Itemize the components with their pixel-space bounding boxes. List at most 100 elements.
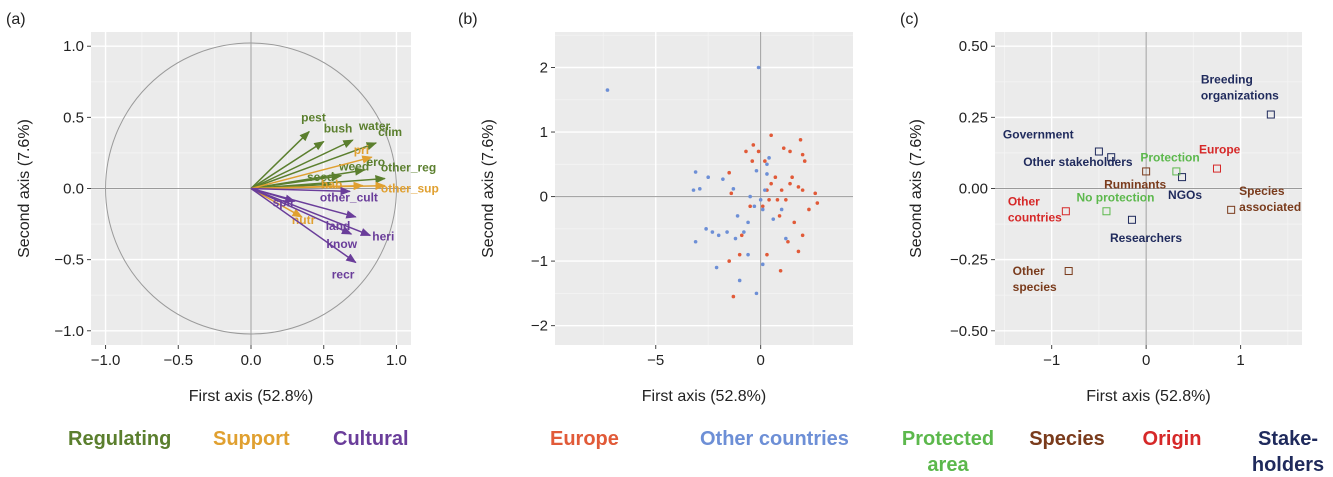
marker-stakeholders bbox=[1266, 110, 1275, 119]
point-europe bbox=[748, 204, 752, 209]
x-tick-label: 1.0 bbox=[386, 352, 407, 369]
point-other_countries bbox=[735, 214, 740, 218]
point-label-origin: countries bbox=[1008, 210, 1062, 224]
point-label-stakeholders: organizations bbox=[1201, 89, 1279, 103]
marker-species bbox=[1227, 205, 1236, 214]
point-other_countries bbox=[605, 88, 610, 92]
point-europe bbox=[744, 149, 748, 154]
point-other_countries bbox=[754, 291, 759, 296]
point-europe bbox=[765, 252, 769, 257]
legend-item-stakeholders: Stake- bbox=[1258, 428, 1318, 450]
marker-species bbox=[1142, 167, 1151, 176]
y-axis-label-b: Second axis (7.6%) bbox=[480, 119, 497, 258]
x-tick-label: −1.0 bbox=[91, 352, 121, 369]
point-other_countries bbox=[784, 236, 788, 241]
point-europe bbox=[777, 214, 782, 218]
vector-arrow-bush bbox=[250, 140, 325, 190]
legend-b: Europe Other countries bbox=[550, 428, 849, 450]
panel-b-label: (b) bbox=[458, 11, 478, 28]
ticks-b: −5 0 −2 −1 0 1 2 bbox=[531, 59, 765, 369]
point-europe bbox=[796, 249, 801, 254]
point-label-species: Ruminants bbox=[1104, 177, 1166, 191]
y-tick-label: 0 bbox=[540, 189, 548, 206]
legend-item-europe: Europe bbox=[550, 428, 619, 450]
x-axis-label-a: First axis (52.8%) bbox=[189, 388, 313, 405]
point-europe bbox=[813, 191, 818, 196]
point-label-protected_area: No protection bbox=[1076, 190, 1154, 204]
point-europe bbox=[807, 207, 811, 212]
point-label-species: associated bbox=[1239, 200, 1301, 214]
point-europe bbox=[727, 170, 731, 175]
point-europe bbox=[778, 268, 783, 273]
y-tick-label: 2 bbox=[540, 59, 548, 76]
legend-item-cultural: Cultural bbox=[333, 428, 409, 450]
vector-label-know: know bbox=[326, 237, 357, 251]
point-label-species: Species bbox=[1239, 184, 1285, 198]
marker-origin bbox=[1212, 164, 1221, 173]
x-tick-label: −1 bbox=[1043, 352, 1060, 369]
points-b bbox=[605, 65, 820, 299]
point-europe bbox=[790, 175, 794, 180]
panel-c: (c) −1 0 1 −0.50 −0.25 0.00 0.25 0.50 Breeding o… bbox=[900, 11, 1302, 405]
ticks-a: −1.0 −0.5 0.0 0.5 1.0 −1.0 −0.5 0.0 0.5 1.0 bbox=[54, 38, 407, 369]
point-other_countries bbox=[706, 175, 710, 180]
point-other_countries bbox=[746, 220, 750, 225]
y-tick-label: −1.0 bbox=[54, 323, 84, 340]
marker-species bbox=[1064, 267, 1073, 276]
legend-item-protected_area: Protected bbox=[902, 428, 994, 450]
point-other_countries bbox=[693, 170, 698, 174]
marker-origin bbox=[1061, 207, 1070, 216]
point-europe bbox=[767, 197, 771, 202]
marker-protected_area bbox=[1102, 207, 1111, 216]
legend-item-stakeholders: holders bbox=[1252, 454, 1324, 476]
y-tick-label: −2 bbox=[531, 318, 548, 335]
vector-arrow-weed bbox=[250, 172, 343, 190]
vector-label-other_sup: other_sup bbox=[381, 182, 439, 196]
point-europe bbox=[751, 143, 756, 147]
vector-label-pest: pest bbox=[301, 111, 326, 125]
vector-arrow-nutr bbox=[250, 187, 303, 218]
point-other_countries bbox=[760, 207, 765, 212]
legend-item-other_countries: Other countries bbox=[700, 428, 849, 450]
vector-label-other_reg: other_reg bbox=[381, 161, 436, 175]
point-other_countries bbox=[748, 194, 752, 199]
point-label-stakeholders: NGOs bbox=[1168, 188, 1202, 202]
y-tick-label: 0.00 bbox=[959, 181, 988, 198]
point-europe bbox=[760, 204, 765, 209]
point-europe bbox=[802, 159, 807, 163]
vector-label-nutr: nutr bbox=[292, 213, 316, 227]
x-tick-label: 0.0 bbox=[241, 352, 262, 369]
point-other_countries bbox=[756, 65, 761, 70]
vector-arrow-water bbox=[250, 139, 354, 190]
legend-item-support: Support bbox=[213, 428, 290, 450]
y-tick-label: −0.5 bbox=[54, 252, 84, 269]
legend-c: Protected area Species Origin Stake-holders bbox=[902, 428, 1324, 476]
points-c: Breeding organizations Government Other sta… bbox=[1003, 73, 1301, 295]
point-other_countries bbox=[733, 236, 738, 241]
point-other_countries bbox=[779, 207, 784, 212]
point-other_countries bbox=[754, 168, 759, 173]
grid-c bbox=[995, 32, 1302, 345]
x-tick-label: 1 bbox=[1236, 352, 1244, 369]
y-tick-label: 0.0 bbox=[63, 181, 84, 198]
point-other_countries bbox=[710, 230, 715, 234]
legend-item-species: Species bbox=[1029, 428, 1105, 450]
y-tick-label: 1.0 bbox=[63, 38, 84, 55]
point-europe bbox=[784, 197, 788, 202]
marker-stakeholders bbox=[1127, 215, 1136, 224]
vector-arrow-land bbox=[250, 187, 357, 219]
unit-circle bbox=[105, 42, 397, 335]
vector-label-hab: hab bbox=[321, 178, 342, 192]
point-other_countries bbox=[765, 162, 769, 167]
point-other_countries bbox=[760, 262, 765, 267]
point-europe bbox=[763, 159, 767, 163]
point-europe bbox=[769, 181, 773, 186]
point-other_countries bbox=[716, 233, 721, 238]
vector-label-other_cult: other_cult bbox=[320, 190, 378, 204]
point-europe bbox=[781, 146, 786, 150]
vector-label-bush: bush bbox=[324, 122, 353, 136]
panel-a-label: (a) bbox=[6, 11, 26, 28]
legend-item-protected_area: area bbox=[927, 454, 969, 476]
point-europe bbox=[739, 233, 744, 238]
point-europe bbox=[788, 149, 792, 154]
